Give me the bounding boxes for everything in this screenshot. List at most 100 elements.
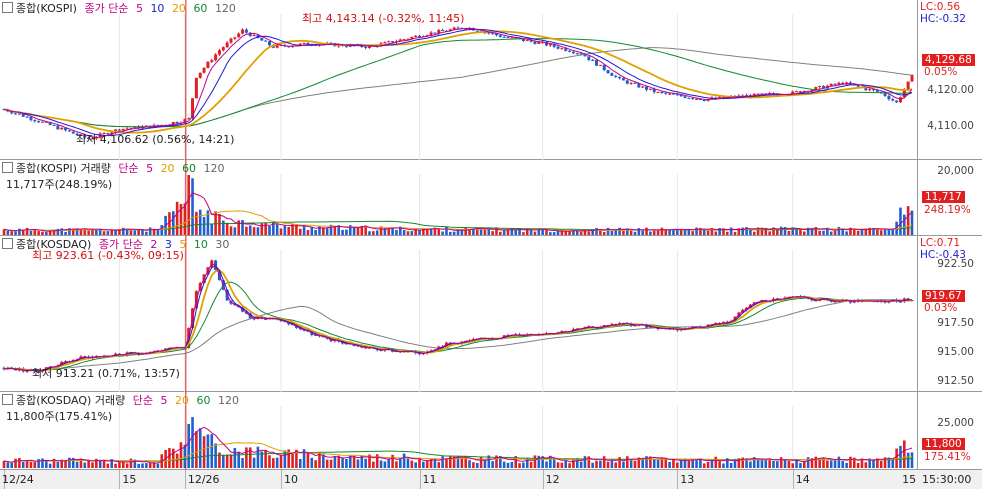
kospi-volume-plot[interactable] xyxy=(0,160,917,236)
kosdaq-volume-pane[interactable]: 종합(KOSDAQ) 거래량 단순 5 20 60 120 11,800주(17… xyxy=(0,392,982,469)
volume-bar xyxy=(171,448,175,468)
y-tick: 917.50 xyxy=(937,317,974,329)
volume-bar xyxy=(460,230,464,235)
volume-bar xyxy=(387,227,391,235)
volume-bar xyxy=(79,458,83,468)
candle-body xyxy=(671,93,675,95)
volume-bar xyxy=(560,230,564,235)
settings-box-icon[interactable] xyxy=(2,394,13,405)
volume-bar xyxy=(533,231,537,235)
volume-bar xyxy=(79,228,83,235)
volume-bar xyxy=(779,226,783,235)
kospi-price-plot[interactable] xyxy=(0,0,917,160)
low-annotation: 최저 913.21 (0.71%, 13:57) xyxy=(32,367,180,380)
moving-average-line xyxy=(3,38,913,128)
volume-bar xyxy=(129,458,133,468)
high-annotation: 최고 4,143.14 (-0.32%, 11:45) xyxy=(302,12,465,25)
volume-bar xyxy=(325,459,329,468)
volume-bar xyxy=(695,227,698,235)
volume-bar xyxy=(679,459,683,468)
kospi-price-pane[interactable]: 종합(KOSPI) 종가 단순 5 10 20 60 120 최고 4,143.… xyxy=(0,0,982,160)
volume-bar xyxy=(810,458,814,468)
settings-box-icon[interactable] xyxy=(2,238,13,249)
candle-body xyxy=(398,39,402,42)
volume-bar xyxy=(387,458,391,468)
volume-bar xyxy=(525,457,529,468)
volume-bar xyxy=(772,460,775,468)
volume-bar xyxy=(148,227,152,235)
volume-bar xyxy=(529,461,533,468)
volume-bar xyxy=(456,457,460,468)
volume-bar xyxy=(864,462,868,468)
time-axis-label: 12 xyxy=(545,473,560,486)
candle-body xyxy=(406,38,410,40)
volume-bar xyxy=(87,230,90,235)
candle-body xyxy=(433,32,437,34)
volume-bar xyxy=(718,461,721,468)
volume-bar xyxy=(45,460,48,468)
ma-2-label: 2 xyxy=(150,238,158,251)
volume-bar xyxy=(56,461,60,468)
candle-body xyxy=(537,42,541,44)
candle-body xyxy=(264,40,268,42)
last-volume-tag: 11,717 xyxy=(922,191,965,203)
time-axis-separator xyxy=(542,470,544,489)
candle-body xyxy=(67,130,71,132)
candle-body xyxy=(14,113,18,115)
volume-bar xyxy=(691,458,694,468)
candle-body xyxy=(664,92,668,94)
volume-bar xyxy=(310,457,314,468)
volume-bar xyxy=(514,456,518,468)
volume-bar xyxy=(341,458,344,468)
volume-bar xyxy=(729,227,733,235)
volume-bar xyxy=(702,463,706,468)
pane-title: 종합(KOSDAQ) 거래량 xyxy=(16,394,126,407)
volume-bar xyxy=(837,456,841,468)
volume-bar xyxy=(156,229,160,235)
candle-body xyxy=(529,40,533,42)
kospi-volume-pane[interactable]: 종합(KOSPI) 거래량 단순 5 20 60 120 11,717주(248… xyxy=(0,160,982,236)
candle-body xyxy=(52,125,56,127)
volume-bar xyxy=(372,231,375,235)
moving-average-line xyxy=(3,269,913,372)
candle-body xyxy=(795,91,799,93)
candle-body xyxy=(872,89,876,91)
volume-bar xyxy=(814,227,818,235)
volume-bar xyxy=(60,459,64,468)
ma-label: 종가 단순 xyxy=(84,2,129,15)
candle-body xyxy=(656,91,660,93)
candle-body xyxy=(598,64,602,66)
volume-bar xyxy=(745,458,748,468)
settings-box-icon[interactable] xyxy=(2,2,13,13)
kosdaq-volume-plot[interactable] xyxy=(0,392,917,469)
candle-body xyxy=(887,96,891,100)
kosdaq-price-plot[interactable] xyxy=(0,236,917,392)
volume-bar xyxy=(876,458,879,468)
candle-body xyxy=(214,54,218,61)
ma-120-label: 120 xyxy=(214,2,236,15)
kosdaq-price-pane[interactable]: 종합(KOSDAQ) 종가 단순 2 3 5 10 30 최고 923.61 (… xyxy=(0,236,982,392)
volume-bar xyxy=(68,457,71,468)
volume-bar xyxy=(295,224,298,235)
candle-body xyxy=(171,122,175,125)
volume-current-label: 11,800주(175.41%) xyxy=(6,410,113,423)
time-axis-label: 10 xyxy=(284,473,299,486)
volume-bar xyxy=(395,461,398,468)
volume-bar xyxy=(391,228,394,235)
volume-bar xyxy=(702,229,706,235)
kosdaq-volume-legend: 종합(KOSDAQ) 거래량 단순 5 20 60 120 xyxy=(2,394,243,407)
volume-bar xyxy=(2,460,6,468)
volume-bar xyxy=(202,216,206,235)
candle-body xyxy=(718,96,722,99)
candle-body xyxy=(237,33,241,38)
candle-body xyxy=(79,134,83,136)
volume-bar xyxy=(29,230,33,235)
candle-body xyxy=(791,91,795,95)
time-axis[interactable]: 12/24 15 12/26 10 11 12 13 14 15 15:30:00 xyxy=(0,469,982,489)
volume-bar xyxy=(33,230,37,235)
volume-bar xyxy=(368,231,371,235)
volume-bar xyxy=(279,454,283,468)
volume-bar xyxy=(633,231,637,235)
settings-box-icon[interactable] xyxy=(2,162,13,173)
volume-bar xyxy=(272,221,275,235)
